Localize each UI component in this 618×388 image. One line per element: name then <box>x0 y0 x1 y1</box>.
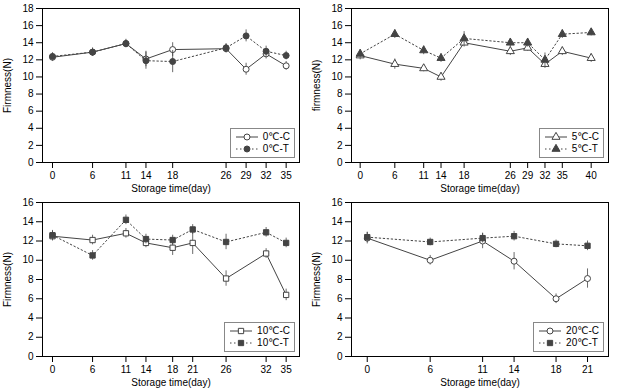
svg-text:6: 6 <box>392 170 398 181</box>
svg-text:21: 21 <box>582 364 594 375</box>
svg-text:40: 40 <box>586 170 598 181</box>
svg-text:8: 8 <box>337 274 343 285</box>
svg-text:14: 14 <box>331 216 343 227</box>
svg-text:18: 18 <box>167 364 179 375</box>
html-text:20℃-T: 20℃-T <box>566 337 598 348</box>
svg-text:18: 18 <box>459 170 471 181</box>
svg-text:6: 6 <box>28 105 34 116</box>
svg-text:6: 6 <box>90 170 96 181</box>
svg-text:4: 4 <box>28 312 34 323</box>
svg-text:14: 14 <box>509 364 521 375</box>
svg-text:0: 0 <box>28 351 34 362</box>
svg-text:14: 14 <box>331 37 343 48</box>
svg-text:Firmness(N): Firmness(N) <box>2 58 13 113</box>
html-text:5℃-C: 5℃-C <box>571 131 599 142</box>
svg-text:26: 26 <box>505 170 517 181</box>
svg-text:29: 29 <box>522 170 534 181</box>
svg-text:0: 0 <box>28 157 34 168</box>
svg-text:29: 29 <box>241 170 253 181</box>
svg-text:18: 18 <box>167 170 179 181</box>
svg-text:16: 16 <box>331 197 343 208</box>
svg-text:4: 4 <box>337 122 343 133</box>
svg-text:0: 0 <box>337 157 343 168</box>
svg-text:12: 12 <box>331 235 343 246</box>
svg-text:35: 35 <box>281 364 293 375</box>
svg-text:0: 0 <box>50 364 56 375</box>
svg-text:Firmness(N): Firmness(N) <box>2 252 13 307</box>
svg-text:Storage time(day): Storage time(day) <box>440 183 519 194</box>
svg-text:2: 2 <box>28 140 34 151</box>
svg-text:26: 26 <box>221 364 233 375</box>
svg-text:6: 6 <box>337 293 343 304</box>
svg-text:Storage time(day): Storage time(day) <box>131 377 210 388</box>
svg-text:14: 14 <box>140 364 152 375</box>
svg-text:6: 6 <box>90 364 96 375</box>
svg-text:16: 16 <box>22 197 34 208</box>
html-text:0℃-T: 0℃-T <box>262 143 289 154</box>
svg-text:12: 12 <box>22 235 34 246</box>
svg-text:11: 11 <box>477 364 488 375</box>
svg-text:14: 14 <box>435 170 447 181</box>
svg-text:4: 4 <box>337 312 343 323</box>
svg-text:35: 35 <box>281 170 293 181</box>
svg-text:32: 32 <box>539 170 551 181</box>
svg-text:4: 4 <box>28 122 34 133</box>
svg-text:0: 0 <box>357 170 363 181</box>
svg-text:8: 8 <box>337 88 343 99</box>
svg-text:firmness(N): firmness(N) <box>311 60 322 112</box>
svg-text:Storage time(day): Storage time(day) <box>440 377 519 388</box>
svg-text:11: 11 <box>121 170 132 181</box>
svg-text:21: 21 <box>187 364 199 375</box>
svg-text:8: 8 <box>28 274 34 285</box>
svg-text:16: 16 <box>22 20 34 31</box>
svg-text:6: 6 <box>28 293 34 304</box>
svg-text:10: 10 <box>331 71 343 82</box>
html-text:5℃-T: 5℃-T <box>571 143 598 154</box>
svg-text:10: 10 <box>22 71 34 82</box>
svg-text:32: 32 <box>261 364 273 375</box>
html-text:20℃-C: 20℃-C <box>566 325 599 336</box>
svg-text:2: 2 <box>337 140 343 151</box>
svg-text:14: 14 <box>22 37 34 48</box>
svg-text:16: 16 <box>331 20 343 31</box>
svg-text:10: 10 <box>331 254 343 265</box>
svg-text:0: 0 <box>364 364 370 375</box>
html-text:10℃-C: 10℃-C <box>257 325 290 336</box>
svg-text:6: 6 <box>427 364 433 375</box>
svg-text:2: 2 <box>337 331 343 342</box>
svg-text:35: 35 <box>557 170 569 181</box>
svg-text:12: 12 <box>22 54 34 65</box>
svg-text:18: 18 <box>22 3 34 14</box>
svg-text:18: 18 <box>331 3 343 14</box>
svg-text:11: 11 <box>121 364 132 375</box>
svg-text:14: 14 <box>22 216 34 227</box>
svg-text:10: 10 <box>22 254 34 265</box>
svg-text:26: 26 <box>221 170 233 181</box>
html-text:10℃-T: 10℃-T <box>257 337 289 348</box>
svg-text:8: 8 <box>28 88 34 99</box>
svg-text:11: 11 <box>418 170 429 181</box>
svg-text:0: 0 <box>337 351 343 362</box>
svg-text:Storage time(day): Storage time(day) <box>131 183 210 194</box>
svg-text:2: 2 <box>28 331 34 342</box>
svg-text:12: 12 <box>331 54 343 65</box>
svg-text:32: 32 <box>261 170 273 181</box>
svg-text:6: 6 <box>337 105 343 116</box>
html-text:0℃-C: 0℃-C <box>262 131 290 142</box>
svg-text:18: 18 <box>550 364 562 375</box>
svg-text:Firmness(N): Firmness(N) <box>311 252 322 307</box>
svg-text:0: 0 <box>50 170 56 181</box>
svg-text:14: 14 <box>140 170 152 181</box>
